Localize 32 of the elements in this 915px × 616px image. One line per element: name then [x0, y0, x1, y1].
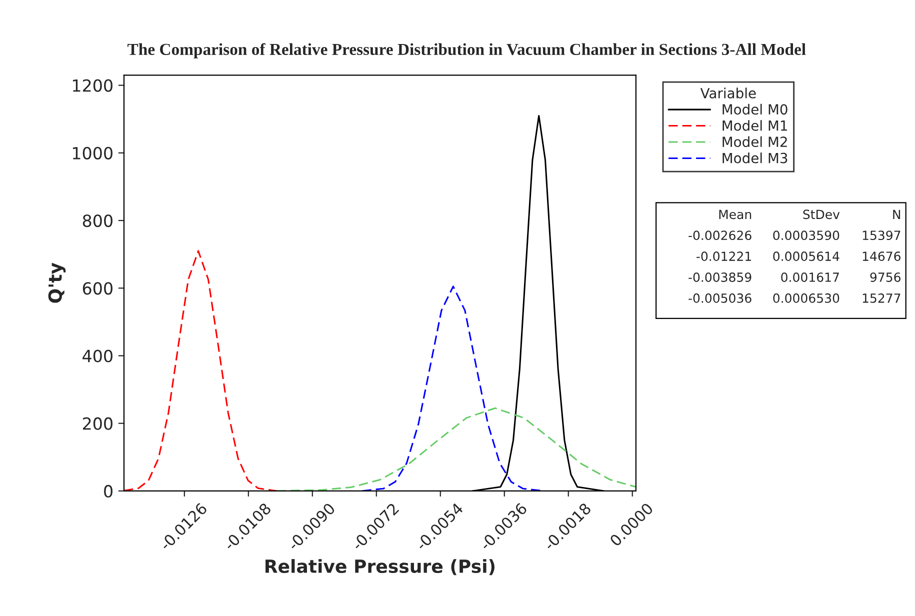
- y-tick-label: 0: [104, 484, 112, 498]
- text: StDev: [803, 210, 840, 220]
- text: 0.0003590: [773, 230, 840, 240]
- y-tick-label: 1200: [72, 79, 112, 92]
- text: 15277: [862, 293, 900, 303]
- text: -0.002626: [688, 230, 752, 240]
- legend-label: Model M0: [722, 104, 788, 115]
- chart-title: The Comparison of Relative Pressure Distribution in Vacuum Chamber in Sections 3-All Model: [128, 43, 806, 58]
- text: 15397: [862, 230, 900, 240]
- x-axis-title: Relative Pressure (Psi): [266, 559, 494, 576]
- legend-title: Variable: [700, 88, 756, 98]
- y-tick-label: 400: [82, 350, 112, 362]
- text: N: [893, 210, 900, 219]
- line-series: [124, 250, 278, 491]
- text: 9756: [870, 272, 900, 282]
- text: -0.005036: [688, 293, 752, 303]
- legend-label: Model M3: [722, 152, 788, 164]
- y-tick-label: 800: [82, 214, 112, 228]
- y-axis-title: Q'ty: [48, 262, 66, 303]
- text: -0.003859: [688, 272, 752, 282]
- text: -0.01221: [696, 252, 751, 262]
- y-tick-label: 200: [82, 417, 112, 430]
- text: 0.0006530: [773, 293, 840, 303]
- legend-label: Model M2: [722, 136, 787, 148]
- text: 14676: [862, 252, 900, 262]
- legend-label: Model M1: [722, 120, 787, 131]
- y-tick-label: 1000: [72, 146, 112, 160]
- line-series: [276, 407, 636, 491]
- text: 0.0005614: [773, 252, 840, 262]
- y-tick-label: 600: [82, 282, 112, 295]
- text: Mean: [719, 210, 752, 220]
- text: 0.001617: [781, 272, 839, 282]
